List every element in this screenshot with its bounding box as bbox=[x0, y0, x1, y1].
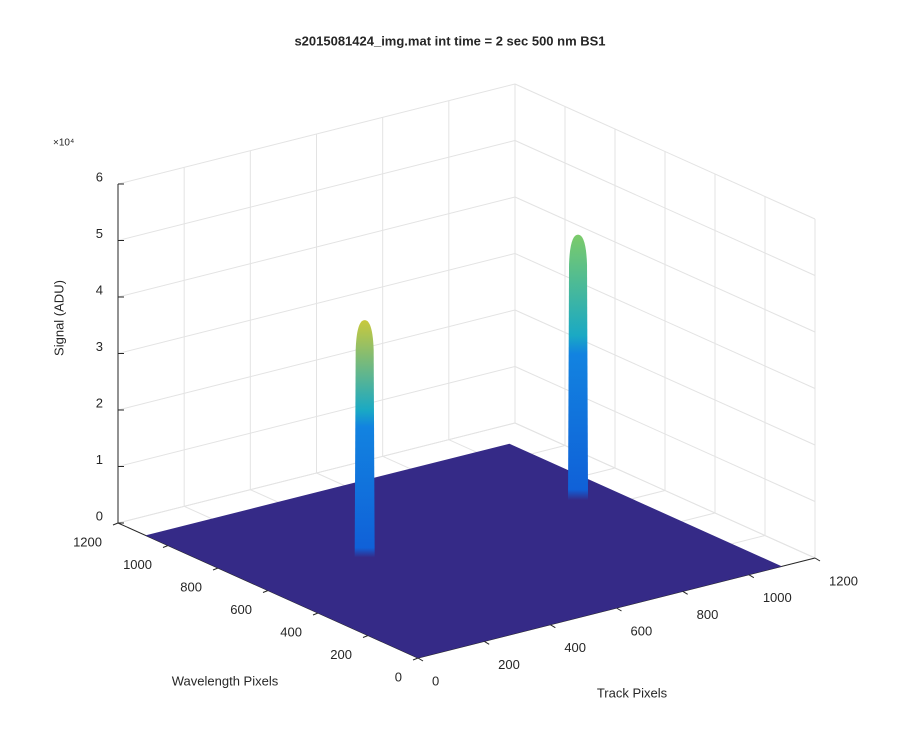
x-tick-label: 400 bbox=[564, 640, 586, 655]
x-tick bbox=[814, 557, 821, 562]
grid-line bbox=[514, 366, 816, 502]
y-tick bbox=[112, 522, 119, 526]
grid-line bbox=[117, 309, 516, 411]
x-tick bbox=[417, 657, 424, 662]
grid-line bbox=[514, 309, 816, 446]
z-tick-label: 0 bbox=[96, 508, 103, 523]
y-tick-label: 200 bbox=[330, 647, 352, 662]
x-tick bbox=[682, 590, 688, 595]
x-tick-label: 800 bbox=[697, 607, 719, 622]
z-tick-label: 5 bbox=[96, 226, 103, 241]
x-tick-label: 0 bbox=[432, 673, 439, 688]
x-tick bbox=[550, 624, 556, 629]
grid-line bbox=[514, 196, 816, 333]
y-axis-label: Wavelength Pixels bbox=[172, 673, 279, 688]
grid-line bbox=[514, 253, 816, 389]
z-tick-label: 3 bbox=[96, 339, 103, 354]
x-tick bbox=[748, 574, 755, 579]
y-tick-label: 800 bbox=[180, 579, 202, 594]
y-tick-label: 600 bbox=[230, 602, 252, 617]
y-tick bbox=[362, 635, 369, 638]
grid-line bbox=[514, 422, 816, 559]
y-tick-label: 1200 bbox=[73, 534, 102, 549]
x-tick-label: 1000 bbox=[763, 590, 792, 605]
y-tick bbox=[412, 657, 419, 661]
z-multiplier: ×10⁴ bbox=[53, 138, 74, 149]
z-tick-label: 4 bbox=[96, 282, 103, 297]
y-tick-label: 400 bbox=[280, 624, 302, 639]
y-tick-label: 1000 bbox=[123, 557, 152, 572]
grid-line bbox=[117, 140, 516, 241]
y-tick bbox=[262, 590, 269, 593]
x-tick-label: 1200 bbox=[829, 573, 858, 588]
z-axis-label: Signal (ADU) bbox=[51, 280, 66, 356]
z-tick-label: 6 bbox=[96, 169, 103, 184]
x-axis-label: Track Pixels bbox=[597, 685, 668, 700]
y-tick-label: 0 bbox=[395, 669, 402, 684]
grid-line bbox=[514, 83, 816, 220]
y-tick bbox=[162, 545, 169, 548]
surface-peak bbox=[568, 234, 589, 501]
x-tick-label: 600 bbox=[631, 623, 653, 638]
grid-line bbox=[117, 366, 516, 467]
grid-line bbox=[117, 253, 516, 354]
y-tick bbox=[212, 567, 219, 571]
surface-floor bbox=[145, 443, 782, 658]
surface-peak bbox=[354, 320, 375, 558]
chart-title: s2015081424_img.mat int time = 2 sec 500… bbox=[294, 33, 605, 48]
grid-line bbox=[117, 422, 516, 524]
grid-line bbox=[117, 83, 516, 185]
z-tick-label: 1 bbox=[96, 452, 103, 467]
grid-line bbox=[514, 140, 816, 276]
x-tick-label: 200 bbox=[498, 657, 520, 672]
y-tick bbox=[312, 612, 319, 616]
x-tick bbox=[483, 640, 490, 645]
z-tick-label: 2 bbox=[96, 395, 103, 410]
x-tick bbox=[616, 607, 622, 612]
grid-line bbox=[117, 196, 516, 298]
